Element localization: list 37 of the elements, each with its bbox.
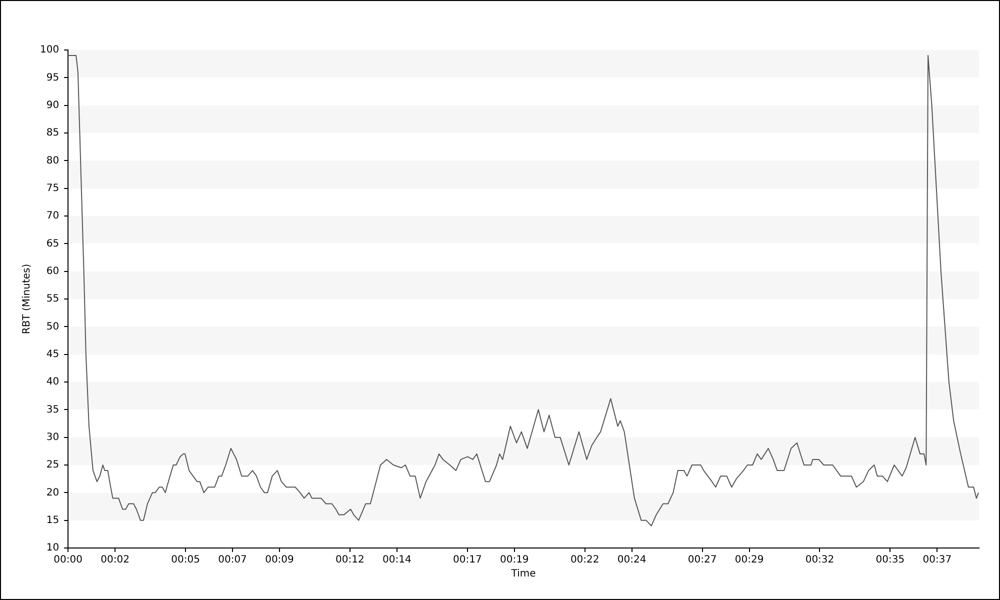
y-tick-label: 35	[46, 404, 60, 416]
y-tick-label: 80	[46, 155, 60, 166]
x-tick-label: 00:22	[570, 554, 600, 566]
x-axis-title: Time	[510, 568, 536, 580]
x-tick-label: 00:12	[336, 554, 364, 566]
x-tick-label: 00:00	[54, 554, 82, 566]
x-tick-label: 00:37	[922, 554, 952, 566]
x-tick-label: 00:02	[100, 554, 130, 566]
y-tick-label: 75	[46, 182, 60, 194]
y-tick-label: 25	[46, 460, 60, 471]
x-tick-label: 00:27	[688, 554, 717, 566]
y-tick-label: 40	[46, 376, 60, 388]
y-axis-title: RBT (Minutes)	[22, 264, 33, 334]
x-tick-label: 00:32	[805, 554, 834, 566]
y-tick-label: 90	[46, 100, 60, 111]
y-tick-label: 20	[46, 487, 60, 498]
x-tick-label: 00:05	[171, 554, 200, 566]
y-tick-label: 50	[46, 321, 60, 332]
x-tick-label: 00:14	[382, 554, 412, 566]
x-tick-label: 00:24	[617, 554, 646, 566]
y-tick-label: 100	[40, 44, 60, 56]
x-tick-label: 00:17	[452, 554, 482, 566]
y-tick-label: 60	[46, 266, 60, 277]
y-tick-label: 10	[46, 542, 60, 554]
x-tick-label: 00:29	[734, 554, 764, 566]
x-tick-label: 00:35	[876, 554, 905, 566]
y-tick-label: 15	[46, 514, 60, 526]
x-tick-label: 00:07	[218, 554, 247, 566]
y-tick-label: 30	[46, 432, 60, 443]
x-tick-label: 00:19	[500, 554, 529, 566]
y-tick-label: 65	[46, 238, 60, 250]
y-tick-label: 85	[46, 128, 60, 139]
x-tick-label: 00:09	[265, 554, 294, 566]
y-tick-label: 55	[46, 294, 60, 305]
y-tick-label: 95	[46, 72, 60, 84]
y-tick-label: 70	[46, 210, 60, 222]
y-tick-label: 45	[46, 348, 60, 360]
